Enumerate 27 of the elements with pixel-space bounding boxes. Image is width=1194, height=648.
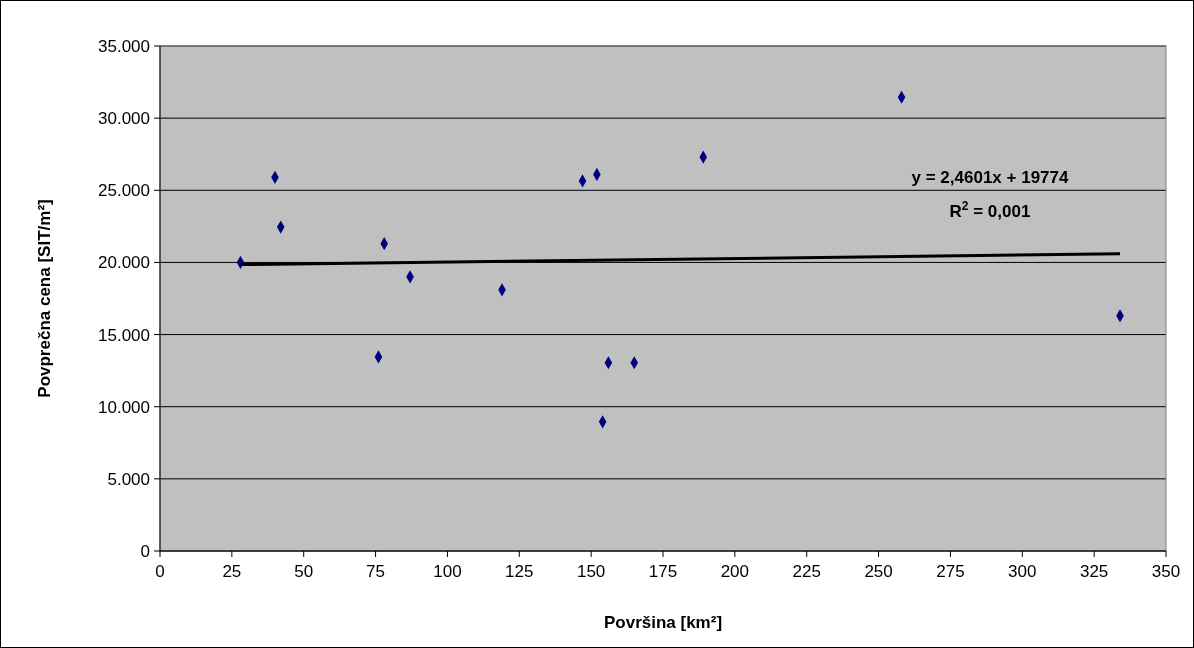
x-tick-label: 50 [294,562,314,581]
y-tick-label: 25.000 [98,181,150,201]
x-tick-label: 125 [505,562,534,581]
y-tick-label: 30.000 [98,109,150,129]
x-tick-label: 150 [576,562,606,581]
x-tick-label: 25 [222,562,242,581]
x-tick-label: 350 [1151,562,1181,581]
y-tick-label: 35.000 [98,37,150,56]
x-tick-label: 0 [155,562,165,581]
x-tick-label: 200 [720,562,750,581]
y-axis-title: Povprečna cena [SIT/m²] [35,199,54,398]
x-tick-label: 325 [1079,562,1109,581]
y-tick-label: 5.000 [107,469,150,489]
x-tick-label: 100 [433,562,462,581]
x-axis-title: Površina [km²] [603,613,723,632]
y-tick-label: 0 [140,542,150,561]
y-tick-label: 10.000 [98,397,150,417]
x-tick-label: 75 [366,562,386,581]
x-tick-label: 300 [1008,562,1037,581]
x-tick-label: 225 [792,562,821,581]
x-tick-label: 275 [936,562,965,581]
y-tick-label: 15.000 [98,325,150,345]
annotation: y = 2,4601x + 19774 [911,168,1069,187]
x-tick-label: 175 [648,562,678,581]
y-tick-label: 20.000 [98,253,150,273]
x-tick-label: 250 [864,562,893,581]
annotation: R$^{2}$ = 0,001 [949,199,1031,221]
